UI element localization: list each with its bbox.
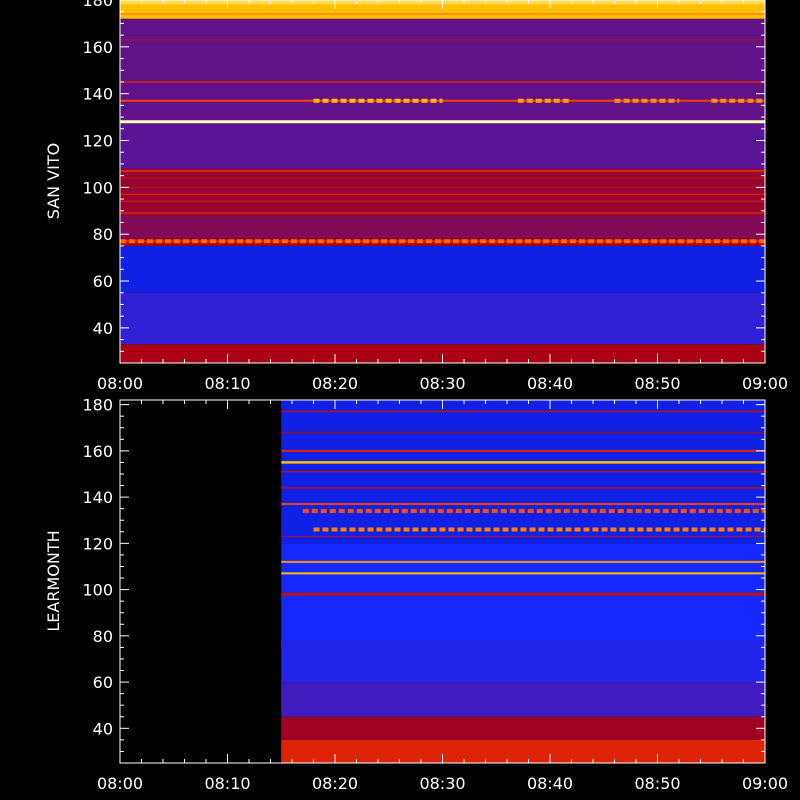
y-tick-label: 80	[93, 627, 113, 646]
panel-learmonth: 40 60 80 100 120 140 160 180 08:00 08:10 08:20 08:3…	[44, 396, 788, 793]
x-tick-label: 08:10	[204, 374, 250, 393]
band	[120, 238, 765, 246]
x-tick-label: 09:00	[742, 774, 788, 793]
band	[120, 121, 765, 169]
band	[281, 640, 765, 683]
x-tick-label: 08:30	[419, 374, 465, 393]
spectrogram-bands	[120, 0, 765, 363]
y-axis-label: LEARMONTH	[44, 530, 63, 631]
band	[120, 18, 765, 122]
x-tick-label: 08:50	[634, 374, 680, 393]
burst-segments	[120, 98, 765, 244]
y-tick-label: 180	[82, 396, 113, 415]
x-tick-label: 08:10	[204, 774, 250, 793]
x-tick-label: 08:00	[97, 774, 143, 793]
x-tick-label: 08:50	[634, 774, 680, 793]
y-tick-label: 160	[82, 442, 113, 461]
x-tick-label: 08:40	[527, 774, 573, 793]
band	[281, 543, 765, 641]
band	[120, 344, 765, 363]
emission-lines	[120, 0, 765, 243]
band	[281, 739, 765, 763]
band	[120, 215, 765, 239]
spectrogram-bands	[281, 400, 765, 763]
axes: 40 60 80 100 120 140 160 180 08:00 08:10 08:20 08:3…	[82, 396, 788, 793]
band	[281, 716, 765, 740]
y-tick-label: 120	[82, 132, 113, 151]
x-tick-label: 08:00	[97, 374, 143, 393]
y-tick-label: 140	[82, 488, 113, 507]
band	[120, 292, 765, 345]
y-tick-label: 120	[82, 534, 113, 553]
y-tick-label: 140	[82, 85, 113, 104]
y-tick-label: 80	[93, 225, 113, 244]
axes: 40 60 80 100 120 140 160 180 08:00 08:10 08:20 08:3…	[82, 0, 788, 393]
band	[281, 682, 765, 717]
y-tick-label: 100	[82, 178, 113, 197]
x-tick-label: 08:30	[419, 774, 465, 793]
panel-san-vito: 40 60 80 100 120 140 160 180 08:00 08:10 08:20 08:3…	[44, 0, 788, 393]
x-tick-label: 09:00	[742, 374, 788, 393]
x-tick-label: 08:20	[312, 774, 358, 793]
band	[120, 168, 765, 216]
y-tick-label: 180	[82, 0, 113, 10]
y-tick-label: 40	[93, 719, 113, 738]
y-tick-label: 60	[93, 673, 113, 692]
y-axis-label: SAN VITO	[44, 143, 63, 219]
band	[120, 245, 765, 293]
emission-lines	[281, 410, 765, 596]
y-tick-label: 100	[82, 581, 113, 600]
y-tick-label: 40	[93, 319, 113, 338]
y-tick-label: 60	[93, 272, 113, 291]
burst-segments	[302, 508, 765, 532]
x-tick-label: 08:40	[527, 374, 573, 393]
x-tick-label: 08:20	[312, 374, 358, 393]
y-tick-label: 160	[82, 38, 113, 57]
